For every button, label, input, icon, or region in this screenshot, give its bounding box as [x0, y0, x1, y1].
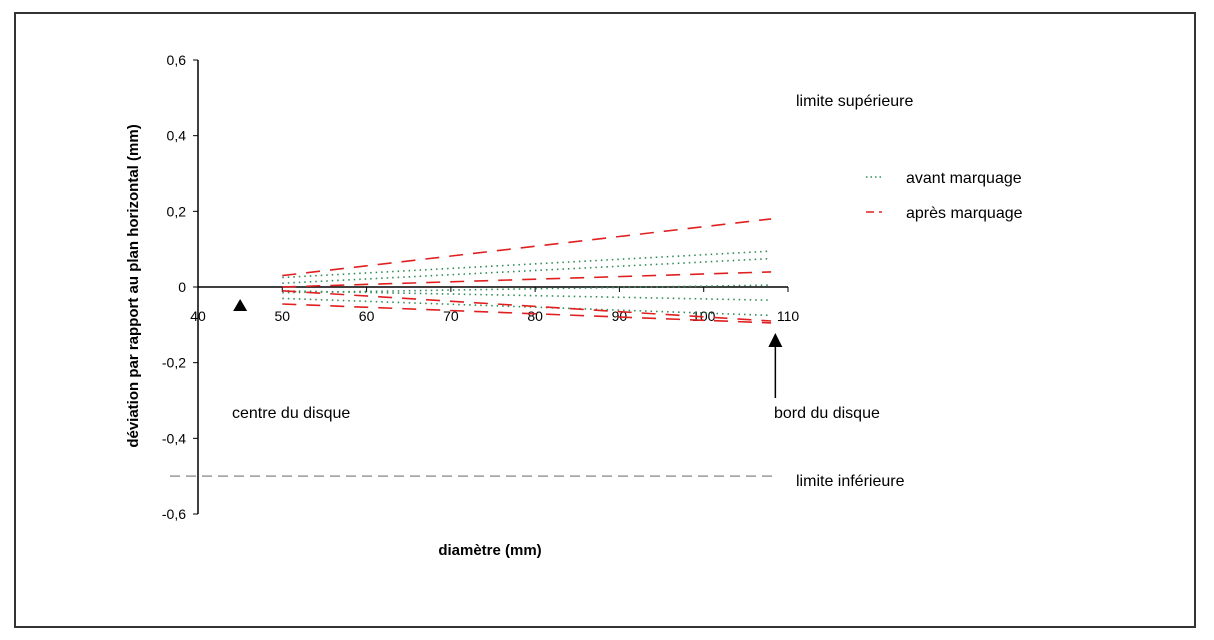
- lower-limit-label: limite inférieure: [796, 473, 905, 490]
- x-tick-label: 50: [274, 308, 290, 324]
- chart-legend: avant marquage après marquage: [866, 170, 1023, 222]
- x-tick-label: 110: [777, 308, 800, 324]
- x-tick-label: 70: [443, 308, 459, 324]
- chart-frame: [14, 12, 1196, 628]
- y-tick-label: -0,2: [162, 355, 186, 371]
- y-tick-label: 0,2: [167, 203, 187, 219]
- series-0-line-3: [282, 297, 772, 317]
- chart-series: [282, 218, 772, 324]
- edge-arrow-head: [768, 333, 783, 347]
- chart-annotations: limite supérieure limite inférieure cent…: [125, 93, 913, 559]
- y-tick-label: 0: [178, 279, 186, 295]
- series-0-line-0: [282, 250, 772, 279]
- series-1-line-0: [282, 218, 772, 277]
- x-axis-title: diamètre (mm): [438, 542, 541, 559]
- x-tick-label: 40: [190, 308, 206, 324]
- legend-entry-avant: avant marquage: [866, 170, 1022, 187]
- y-tick-label: -0,6: [162, 506, 186, 522]
- y-tick-label: 0,4: [167, 128, 187, 144]
- x-tick-label: 80: [527, 308, 543, 324]
- series-0-line-1: [282, 257, 772, 284]
- legend-label-avant: avant marquage: [906, 170, 1022, 187]
- series-0-line-2: [282, 284, 772, 294]
- series-1-line-1: [282, 271, 772, 288]
- y-tick-label: 0,6: [167, 52, 187, 68]
- x-tick-label: 90: [612, 308, 628, 324]
- center-marker: [233, 299, 248, 311]
- chart-axes: 0,60,40,20-0,2-0,4-0,640 50 60 70 80 90 100 110: [162, 52, 799, 522]
- series-0-line-4: [282, 290, 772, 301]
- center-annotation: centre du disque: [232, 405, 350, 422]
- series-1-line-3: [282, 290, 772, 322]
- y-axis-title: déviation par rapport au plan horizontal…: [125, 124, 142, 447]
- upper-limit-label: limite supérieure: [796, 93, 913, 110]
- x-tick-label: 60: [359, 308, 375, 324]
- y-tick-label: -0,4: [162, 430, 186, 446]
- edge-annotation: bord du disque: [774, 405, 880, 422]
- series-1-line-2: [282, 303, 772, 324]
- legend-entry-apres: après marquage: [866, 205, 1023, 222]
- legend-label-apres: après marquage: [906, 205, 1023, 222]
